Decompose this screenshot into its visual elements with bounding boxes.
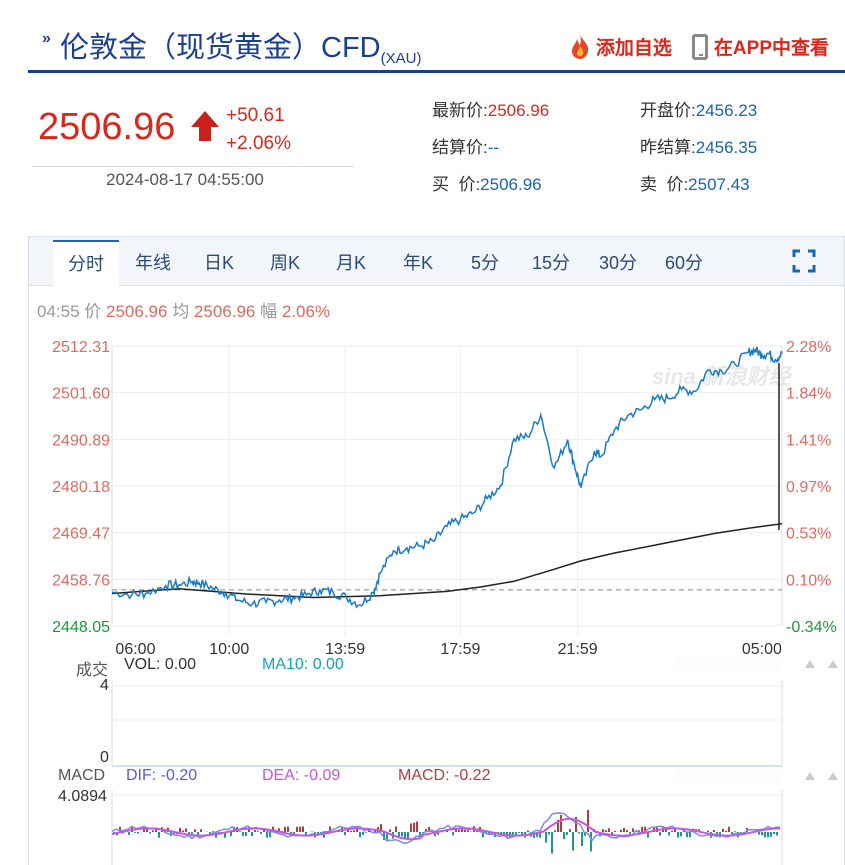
title-bar: » 伦敦金（现货黄金）CFD(XAU) 添加自选 在APP中查看 [28, 18, 845, 73]
tab-5min[interactable]: 5分 [470, 253, 499, 273]
info-amp-label: 幅 [260, 302, 278, 321]
ask-value: 2507.43 [688, 175, 750, 194]
info-price-label: 价 [84, 302, 102, 321]
ask-label: 卖 价: [640, 175, 689, 194]
up-arrow-icon [191, 111, 219, 141]
info-price: 2506.96 [106, 302, 168, 321]
tab-30min[interactable]: 30分 [598, 253, 638, 273]
phone-icon [691, 33, 708, 60]
tab-60min[interactable]: 60分 [664, 253, 704, 273]
tab-intraday[interactable]: 分时 [53, 240, 119, 287]
settle-value: -- [487, 138, 500, 157]
view-in-app-label: 在APP中查看 [713, 38, 829, 59]
macd-label: MACD [58, 767, 106, 784]
tab-weekly-k[interactable]: 周K [269, 253, 300, 273]
quote-stats-right: 开盘价:2456.23 昨结算:2456.35 卖 价:2507.43 [640, 92, 757, 203]
tab-monthly-k[interactable]: 月K [335, 253, 366, 273]
volume-y-top: 4 [100, 677, 109, 694]
macd-dif: DIF: -0.20 [126, 767, 198, 784]
quote-stats-left: 最新价:2506.96 结算价:-- 买 价:2506.96 [432, 92, 549, 203]
crosshair-info: 04:55 价 2506.96 均 2506.96 幅 2.06% [37, 297, 330, 322]
settle-label: 结算价: [432, 138, 488, 157]
divider [32, 166, 354, 167]
tab-15min[interactable]: 15分 [531, 253, 571, 273]
symbol-code: (XAU) [380, 50, 422, 67]
volume-value: VOL: 0.00 [124, 656, 197, 673]
fullscreen-icon[interactable] [792, 249, 816, 273]
info-amp: 2.06% [281, 302, 331, 321]
period-tabs: 分时 年线 日K 周K 月K 年K 5分 15分 30分 60分 [29, 237, 844, 287]
latest-value: 2506.96 [487, 101, 550, 120]
latest-label: 最新价: [432, 101, 488, 120]
page-title: 伦敦金（现货黄金）CFD(XAU) [60, 32, 422, 67]
volume-y-bottom: 0 [100, 749, 109, 766]
current-price: 2506.96 [38, 106, 176, 148]
info-time: 04:55 [37, 302, 80, 321]
tab-daily-k[interactable]: 日K [203, 253, 234, 273]
quote-timestamp: 2024-08-17 04:55:00 [106, 170, 264, 189]
open-label: 开盘价: [640, 101, 696, 120]
tab-year-line[interactable]: 年线 [135, 253, 171, 273]
macd-dea: DEA: -0.09 [262, 767, 341, 784]
fire-icon [571, 34, 589, 59]
view-in-app-button[interactable]: 在APP中查看 [691, 33, 829, 60]
price-summary: 2506.96 +50.61 +2.06% 2024-08-17 04:55:0… [32, 90, 354, 204]
tab-yearly-k[interactable]: 年K [402, 253, 433, 273]
volume-label: 成交 [76, 662, 109, 679]
bid-value: 2506.96 [480, 175, 542, 194]
change-percent: +2.06% [226, 133, 291, 154]
volume-ma10: MA10: 0.00 [262, 656, 344, 673]
info-avg-label: 均 [172, 302, 190, 321]
change-value: +50.61 [226, 105, 285, 126]
prev-settle-value: 2456.35 [695, 138, 758, 157]
prev-settle-label: 昨结算: [640, 138, 696, 157]
macd-value: MACD: -0.22 [398, 767, 491, 784]
info-avg: 2506.96 [193, 302, 256, 321]
open-value: 2456.23 [695, 101, 758, 120]
macd-y-top: 4.0894 [58, 788, 107, 805]
double-chevron-icon: » [42, 30, 51, 47]
add-watchlist-label: 添加自选 [595, 38, 672, 59]
add-watchlist-button[interactable]: 添加自选 [570, 33, 672, 60]
bid-label: 买 价: [432, 175, 481, 194]
chart-panel: 分时 年线 日K 周K 月K 年K 5分 15分 30分 60分 04:55 价… [28, 236, 845, 865]
